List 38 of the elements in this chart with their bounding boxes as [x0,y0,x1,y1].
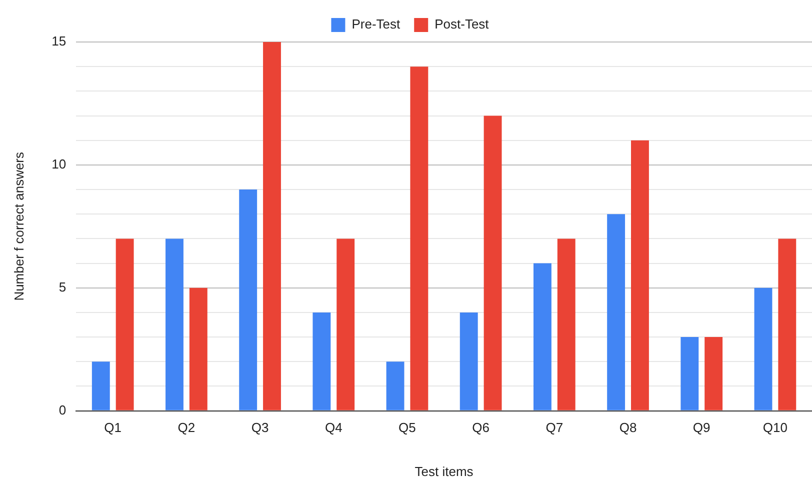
x-tick-label: Q10 [762,420,788,436]
x-tick-label: Q1 [104,420,122,436]
bar [533,263,552,410]
y-tick-label: 0 [58,402,66,418]
y-tick-label: 5 [58,279,66,294]
bar [92,362,110,410]
y-tick-label: 15 [52,34,66,49]
bar [336,238,355,410]
bar [557,238,576,410]
bar [704,337,723,410]
x-tick-label: Q8 [619,420,637,436]
x-tick-label: Q2 [178,420,196,436]
x-tick-label: Q9 [692,420,710,436]
x-tick-label: Q5 [398,420,416,436]
y-tick-label: 10 [52,156,66,172]
bar [312,312,331,410]
x-axis-title: Test items [414,464,474,479]
legend-label: Pre-Test [352,16,400,32]
bar [460,312,478,410]
y-axis-title: Number f correct answers [11,151,26,301]
bar [410,66,428,410]
bar [680,337,699,410]
x-tick-label: Q4 [324,420,342,436]
legend-label: Post-Test [434,16,490,32]
bar [484,116,502,410]
bar [116,238,134,410]
bar [754,288,772,410]
x-tick-label: Q6 [472,420,490,436]
bar [778,238,796,410]
x-tick-label: Q7 [546,420,564,436]
bar [166,238,184,410]
bar [386,362,404,410]
bar [263,42,281,410]
bar [239,190,258,410]
x-tick-label: Q3 [251,420,269,436]
bar [189,288,208,410]
bar [607,214,626,410]
bar [631,140,649,410]
